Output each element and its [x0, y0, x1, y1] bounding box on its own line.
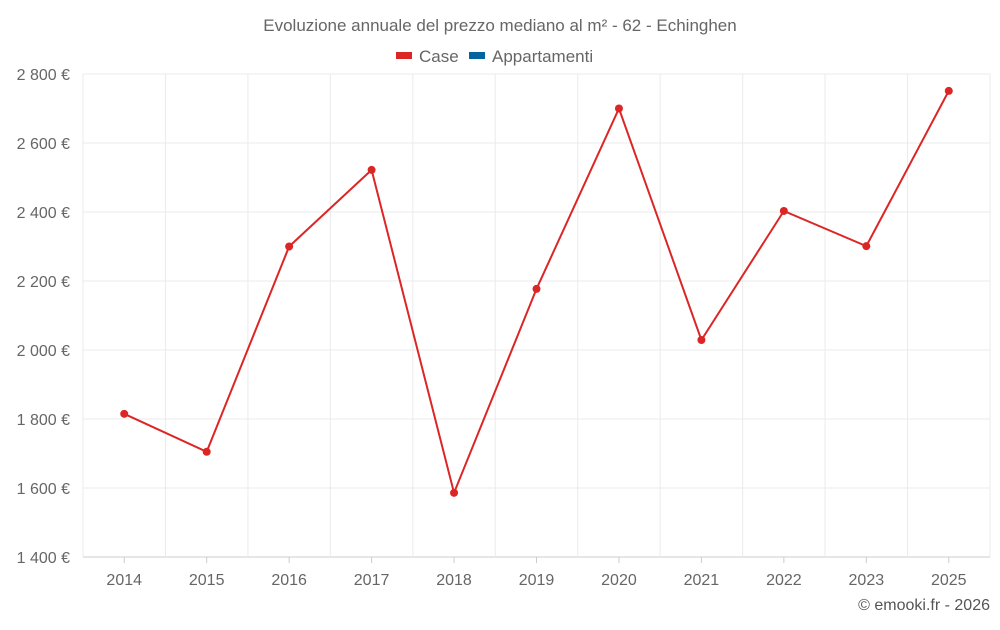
y-tick-label: 2 200 € — [17, 274, 70, 291]
data-point — [285, 242, 294, 251]
data-point — [202, 447, 211, 456]
legend-label-case: Case — [419, 47, 459, 66]
data-point — [697, 335, 706, 344]
y-tick-label: 1 400 € — [17, 550, 70, 567]
y-axis: 1 400 € 1 600 € 1 800 € 2 000 € 2 200 € 2 400… — [17, 67, 70, 567]
data-point — [532, 284, 541, 293]
y-tick-label: 2 800 € — [17, 67, 70, 84]
x-tick-label: 2022 — [766, 572, 802, 589]
x-tick-label: 2015 — [189, 572, 225, 589]
y-tick-label: 2 000 € — [17, 343, 70, 360]
y-tick-label: 2 400 € — [17, 205, 70, 222]
data-point — [779, 206, 788, 215]
data-point — [944, 86, 953, 95]
data-point — [120, 409, 129, 418]
x-tick-label: 2014 — [106, 572, 142, 589]
x-tick-label: 2021 — [684, 572, 720, 589]
data-point — [862, 242, 871, 251]
gridlines — [82, 73, 991, 558]
x-tick-label: 2020 — [601, 572, 637, 589]
legend: Case Appartamenti — [396, 47, 593, 66]
y-tick-label: 1 600 € — [17, 481, 70, 498]
y-tick-label: 1 800 € — [17, 412, 70, 429]
legend-swatch-case — [396, 52, 412, 59]
x-tick-label: 2018 — [436, 572, 472, 589]
x-tick-label: 2017 — [354, 572, 390, 589]
x-axis: 2014 2015 2016 2017 2018 2019 2020 2021 2022 2023… — [106, 557, 967, 589]
data-point — [450, 488, 459, 497]
x-tick-label: 2019 — [519, 572, 555, 589]
x-tick-label: 2016 — [271, 572, 307, 589]
credit: © emooki.fr - 2026 — [858, 597, 990, 614]
legend-swatch-appartamenti — [469, 52, 485, 59]
legend-label-appartamenti: Appartamenti — [492, 47, 593, 66]
data-point — [614, 104, 623, 113]
series — [120, 86, 953, 497]
data-point — [367, 165, 376, 174]
chart-title: Evoluzione annuale del prezzo mediano al… — [263, 16, 736, 35]
x-tick-label: 2023 — [849, 572, 885, 589]
y-tick-label: 2 600 € — [17, 136, 70, 153]
x-tick-label: 2025 — [931, 572, 967, 589]
